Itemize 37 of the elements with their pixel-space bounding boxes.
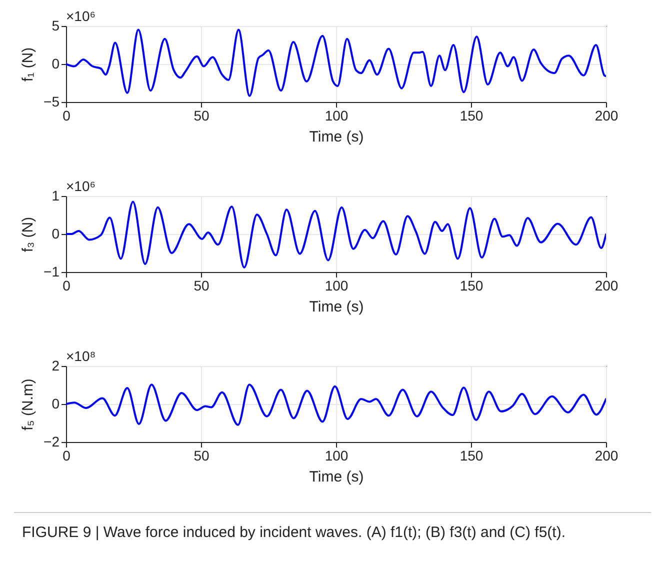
x-tick-label: 50 (194, 448, 210, 464)
y-axis-title: f₅ (N.m) (20, 378, 37, 430)
x-tick-label: 0 (62, 108, 71, 124)
x-tick-label: 100 (324, 108, 348, 124)
y-tick-label: 2 (52, 358, 60, 374)
y-tick-label: 5 (52, 18, 60, 34)
line-series (66, 200, 606, 268)
x-tick-label: 0 (62, 278, 71, 294)
x-tick-label: 100 (324, 448, 348, 464)
x-axis-title: Time (s) (309, 298, 364, 316)
text: ×10⁶ (66, 8, 96, 24)
x-tick-label: 200 (594, 278, 618, 294)
x-tick-label: 150 (460, 278, 484, 294)
line-series (66, 28, 606, 97)
x-tick-label: 0 (62, 448, 71, 464)
x-tick-label: 50 (194, 278, 210, 294)
x-tick-label: 150 (460, 448, 484, 464)
text: ×10⁶ (66, 178, 96, 194)
y-axis-title: f₁ (N) (20, 47, 37, 82)
text: ×10⁸ (66, 348, 96, 364)
x-tick-label: 50 (194, 108, 210, 124)
y-tick-label: −5 (44, 94, 60, 110)
y-tick-label: 0 (52, 56, 60, 72)
y-axis-title: f₃ (N) (20, 216, 37, 252)
x-tick-label: 150 (460, 108, 484, 124)
y-tick-label: −2 (44, 434, 60, 450)
x-tick-label: 200 (594, 448, 618, 464)
x-tick-label: 200 (594, 108, 618, 124)
y-tick-label: 1 (52, 188, 60, 204)
line-series (66, 384, 606, 426)
y-tick-label: 0 (52, 396, 60, 412)
y-tick-label: −1 (44, 264, 60, 280)
x-tick-label: 100 (324, 278, 348, 294)
x-axis-title: Time (s) (309, 128, 364, 146)
caption: FIGURE 9 | Wave force induced by incident waves. (A) f1(t); (B) f3(t) and (C) f5(t). (14, 512, 651, 554)
y-tick-label: 0 (52, 226, 60, 242)
x-axis-title: Time (s) (309, 468, 364, 486)
